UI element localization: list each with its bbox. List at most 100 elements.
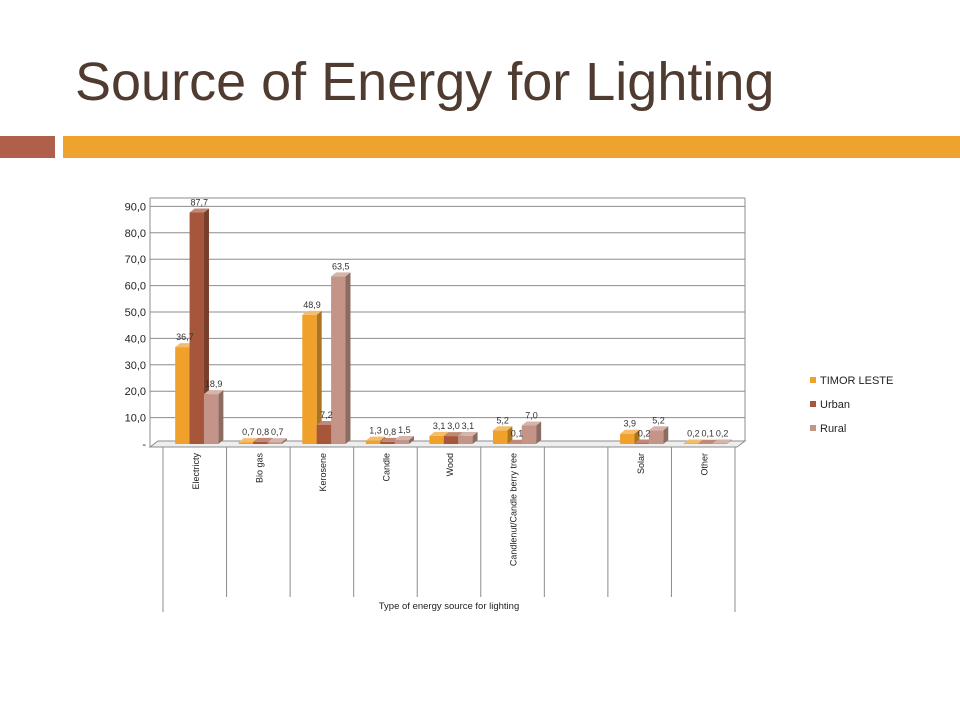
- bar-side-face: [316, 310, 322, 444]
- bar-front-face: [238, 442, 254, 444]
- data-label: 36,7: [176, 332, 194, 342]
- bar-top-face: [267, 438, 287, 443]
- x-axis-title: Type of energy source for lighting: [379, 601, 519, 612]
- bar-rural-other: [712, 439, 732, 444]
- bar-front-face: [634, 443, 649, 444]
- bar-top-face: [698, 439, 718, 444]
- data-label: 3,1: [433, 421, 446, 431]
- data-label: 1,5: [398, 425, 411, 435]
- bar-top-face: [492, 426, 513, 431]
- data-label: 87,7: [191, 197, 209, 207]
- bar-timor-leste-candlenut-candle-berry-tree: [492, 426, 513, 444]
- bar-top-face: [189, 208, 209, 213]
- legend-swatch: [810, 401, 816, 407]
- legend-swatch: [810, 425, 816, 431]
- bar-rural-candle: [394, 436, 415, 444]
- y-tick-label: 60,0: [125, 281, 146, 293]
- data-label: 3,9: [624, 419, 637, 429]
- bar-top-face: [683, 439, 704, 444]
- bar-front-face: [521, 425, 537, 444]
- legend-swatch: [810, 377, 816, 383]
- legend-label: TIMOR LESTE: [820, 375, 893, 387]
- bar-rural-kerosene: [331, 272, 351, 444]
- legend-item-rural: Rural: [810, 423, 846, 435]
- data-label: 1,3: [369, 426, 382, 436]
- bar-side-face: [409, 436, 415, 444]
- bar-timor-leste-kerosene: [302, 310, 322, 444]
- y-tick-label: 20,0: [125, 386, 146, 398]
- bar-top-face: [712, 439, 732, 444]
- data-label: 3,0: [447, 421, 460, 431]
- bar-timor-leste-solar: [620, 429, 640, 444]
- bar-front-face: [267, 442, 282, 444]
- bar-front-face: [492, 430, 508, 444]
- bar-front-face: [683, 443, 699, 444]
- data-label: 63,5: [332, 261, 350, 271]
- bar-front-face: [712, 443, 727, 444]
- bar-urban-electricty: [189, 208, 209, 444]
- data-label: 0,8: [257, 427, 270, 437]
- data-label: 7,2: [320, 410, 333, 420]
- data-label: 0,8: [384, 427, 397, 437]
- y-tick-label: 10,0: [125, 413, 146, 425]
- bar-top-face: [302, 310, 322, 315]
- bar-top-face: [443, 432, 464, 437]
- bar-rural-wood: [458, 431, 478, 444]
- x-axis: Electricty Bio gas Kerosene Candle Wood Candl…: [162, 447, 736, 612]
- data-label: 0,2: [638, 428, 651, 438]
- slide-title: Source of Energy for Lighting: [75, 52, 775, 112]
- bar-top-face: [331, 272, 351, 277]
- x-tick-label: Candle: [382, 453, 392, 482]
- bar-side-face: [507, 426, 513, 444]
- bars: [175, 208, 732, 444]
- bar-front-face: [365, 440, 381, 444]
- bar-front-face: [380, 441, 395, 444]
- bar-front-face: [394, 440, 410, 444]
- data-labels: 36,787,718,90,7 0,8 0,748,97,263,51,3 0,8 1,…: [176, 197, 728, 438]
- data-label: 0,7: [242, 427, 255, 437]
- y-tick-label: 80,0: [125, 228, 146, 240]
- bar-front-face: [458, 435, 473, 444]
- bar-side-face: [472, 431, 478, 444]
- y-tick-label: 50,0: [125, 307, 146, 319]
- data-label: 0,1: [701, 429, 714, 439]
- bar-top-face: [648, 426, 669, 431]
- data-label: 5,2: [496, 415, 509, 425]
- bar-front-face: [302, 314, 317, 444]
- data-label: 7,0: [525, 411, 538, 421]
- bar-front-face: [253, 441, 268, 444]
- bar-side-face: [536, 421, 542, 444]
- plot-walls: [148, 197, 747, 448]
- legend-label: Urban: [820, 399, 850, 411]
- bar-top-face: [521, 421, 542, 426]
- data-label: 5,2: [652, 415, 665, 425]
- y-tick-label: -: [142, 439, 146, 451]
- bar-front-face: [331, 276, 346, 444]
- gridlines: [150, 205, 745, 419]
- legend: TIMOR LESTE Urban Rural: [810, 375, 893, 435]
- x-tick-label: Wood: [445, 453, 455, 476]
- bar-side-face: [726, 439, 732, 444]
- bar-top-face: [620, 429, 640, 434]
- x-tick-label: Solar: [636, 453, 646, 474]
- bar-rural-candlenut-candle-berry-tree: [521, 421, 542, 444]
- x-tick-label: Kerosene: [318, 453, 328, 492]
- data-label: 48,9: [303, 300, 321, 310]
- bar-top-face: [238, 438, 259, 443]
- y-tick-label: 90,0: [125, 201, 146, 213]
- bar-front-face: [620, 433, 635, 444]
- bar-rural-bio-gas: [267, 438, 287, 444]
- data-label: 0,2: [716, 428, 729, 438]
- bar-side-face: [345, 272, 351, 444]
- data-label: 0,2: [687, 428, 700, 438]
- data-label: 18,9: [205, 379, 223, 389]
- bar-top-face: [429, 431, 449, 436]
- bar-rural-solar: [648, 426, 669, 444]
- data-label: 0,1: [511, 429, 524, 439]
- bar-top-face: [203, 390, 224, 395]
- x-tick-label: Electricty: [191, 453, 201, 490]
- bar-top-face: [394, 436, 415, 441]
- y-axis-tick-labels: - 10,0 20,0 30,0 40,0 50,0 60,0 70,0 80,0 90,0: [125, 201, 147, 451]
- accent-block: [0, 136, 55, 158]
